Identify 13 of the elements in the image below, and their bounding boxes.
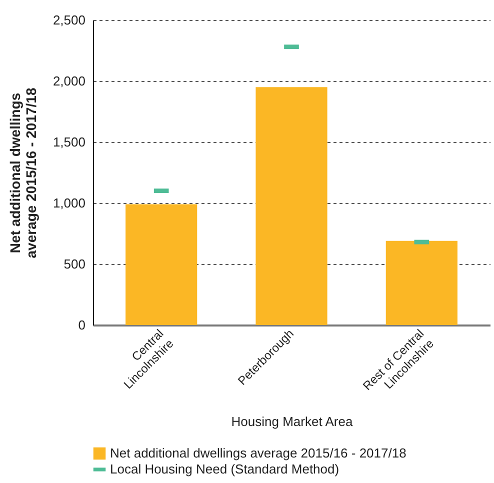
y-tick-label: 2,500 <box>52 12 86 28</box>
y-axis-title: Net additional dwellings average 2015/16 - 2017/18 <box>6 88 39 258</box>
y-tick-label: 0 <box>78 318 86 332</box>
y-tick-label: 500 <box>64 256 86 272</box>
bar <box>256 87 328 325</box>
legend-label: Local Housing Need (Standard Method) <box>110 462 340 476</box>
y-tick-label: 1,000 <box>52 196 86 210</box>
y-tick-label: 1,500 <box>52 134 86 150</box>
bar <box>126 204 198 325</box>
x-axis-title: Housing Market Area <box>231 414 354 430</box>
y-tick-label: 2,000 <box>52 74 86 88</box>
bar <box>386 240 458 325</box>
legend-label: Net additional dwellings average 2015/16 - 2017/18 <box>110 446 406 460</box>
